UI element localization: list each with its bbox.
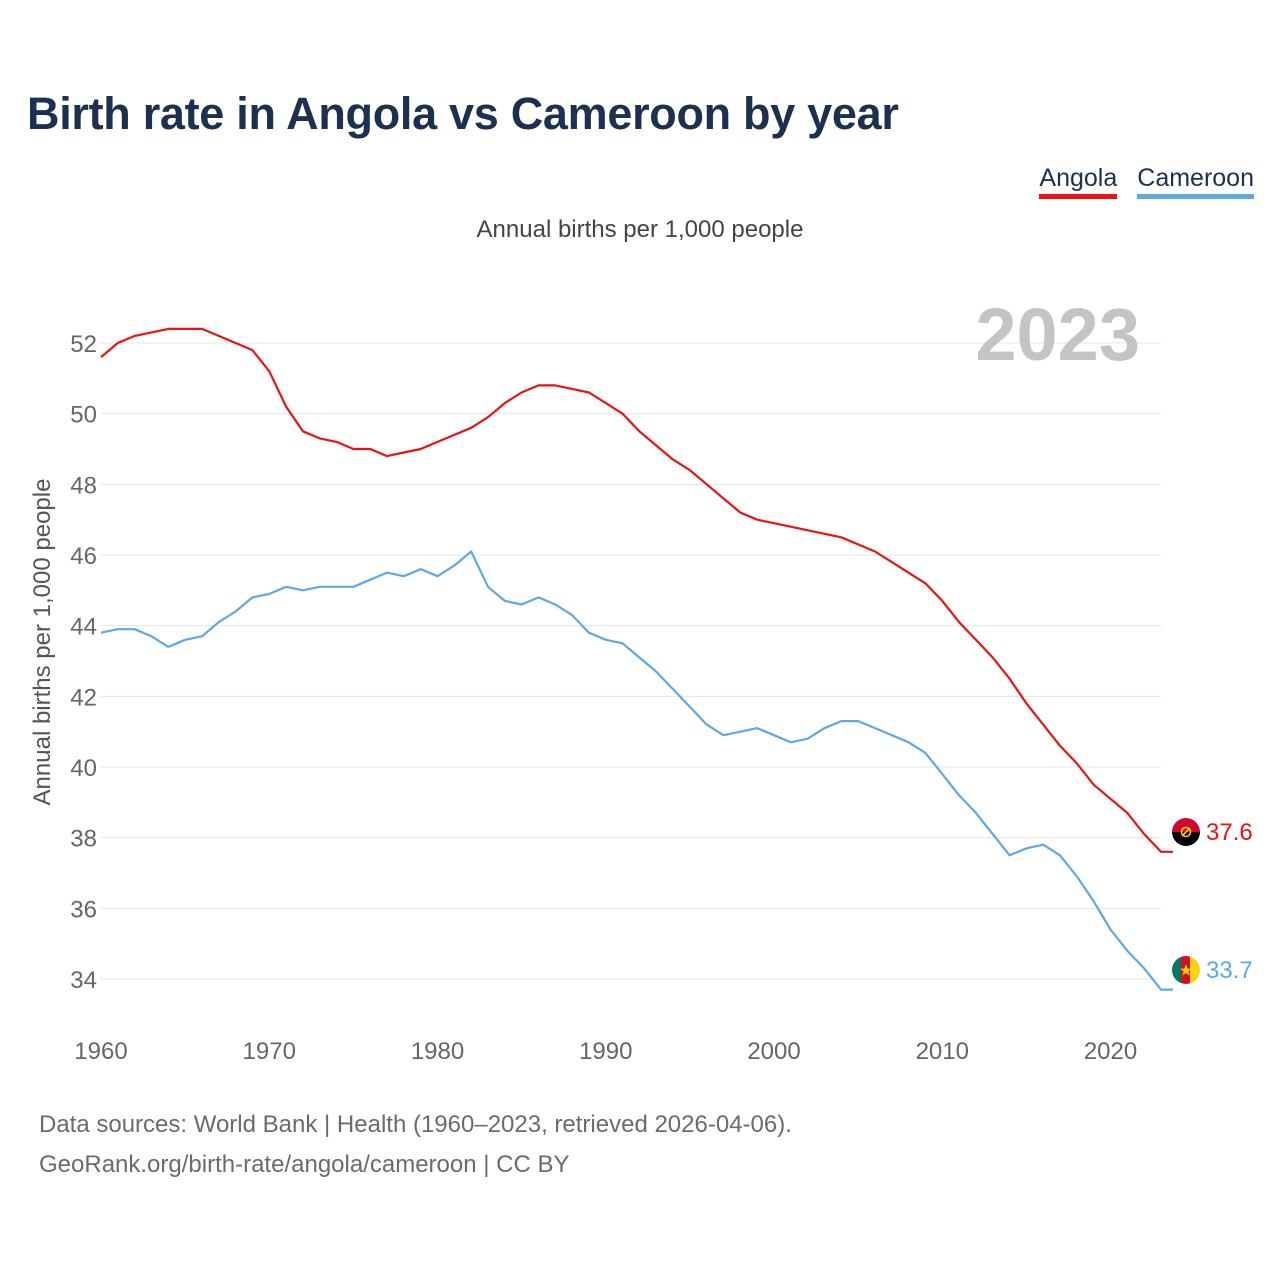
y-tick-46: 46 bbox=[70, 543, 97, 570]
legend: Angola Cameroon bbox=[1039, 164, 1254, 199]
x-tick-1960: 1960 bbox=[74, 1038, 127, 1065]
y-tick-36: 36 bbox=[70, 896, 97, 923]
end-label-angola: 37.6 bbox=[1206, 819, 1253, 846]
y-tick-40: 40 bbox=[70, 755, 97, 782]
y-tick-50: 50 bbox=[70, 402, 97, 429]
year-watermark: 2023 bbox=[975, 293, 1140, 376]
series-line-cameroon bbox=[100, 550, 1173, 991]
y-tick-48: 48 bbox=[70, 472, 97, 499]
footer: Data sources: World Bank | Health (1960–… bbox=[39, 1105, 792, 1185]
x-tick-1970: 1970 bbox=[243, 1038, 296, 1065]
y-tick-34: 34 bbox=[70, 967, 97, 994]
legend-item-cameroon[interactable]: Cameroon bbox=[1137, 164, 1254, 199]
x-tick-labels: 1960 1970 1980 1990 2000 2010 2020 bbox=[74, 1038, 1137, 1065]
legend-item-angola[interactable]: Angola bbox=[1039, 164, 1118, 199]
x-tick-2020: 2020 bbox=[1084, 1038, 1137, 1065]
y-tick-labels: 34 36 38 40 42 44 46 48 50 52 bbox=[70, 331, 97, 994]
y-tick-42: 42 bbox=[70, 684, 97, 711]
y-tick-38: 38 bbox=[70, 826, 97, 853]
y-axis-label: Annual births per 1,000 people bbox=[29, 479, 56, 806]
x-tick-1990: 1990 bbox=[579, 1038, 632, 1065]
x-tick-2000: 2000 bbox=[747, 1038, 800, 1065]
cameroon-flag-icon bbox=[1172, 956, 1200, 984]
data-sources: Data sources: World Bank | Health (1960–… bbox=[39, 1111, 792, 1138]
chart-title: Birth rate in Angola vs Cameroon by year bbox=[27, 88, 899, 139]
chart-subtitle: Annual births per 1,000 people bbox=[476, 216, 804, 243]
series-line-angola bbox=[100, 327, 1173, 853]
angola-flag-icon bbox=[1172, 818, 1200, 846]
x-tick-2010: 2010 bbox=[916, 1038, 969, 1065]
series-lines bbox=[100, 327, 1173, 991]
x-tick-1980: 1980 bbox=[411, 1038, 464, 1065]
end-label-cameroon: 33.7 bbox=[1206, 957, 1253, 984]
y-tick-52: 52 bbox=[70, 331, 97, 358]
source-link[interactable]: GeoRank.org/birth-rate/angola/cameroon |… bbox=[39, 1151, 570, 1178]
y-tick-44: 44 bbox=[70, 614, 97, 641]
grid-lines bbox=[101, 342, 1161, 980]
